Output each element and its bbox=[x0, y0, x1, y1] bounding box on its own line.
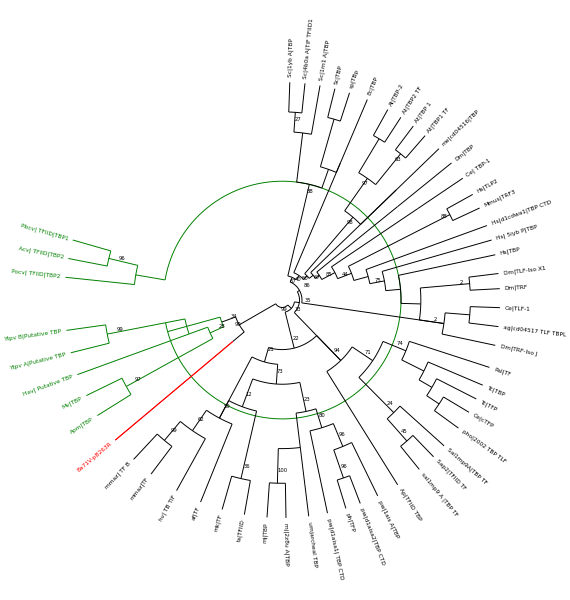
Text: Ce|TLF-1: Ce|TLF-1 bbox=[505, 305, 531, 311]
Text: Pbcv| TFIID|TBP1: Pbcv| TFIID|TBP1 bbox=[19, 223, 69, 241]
Text: 99: 99 bbox=[171, 428, 177, 433]
Text: ta|TFIID: ta|TFIID bbox=[237, 519, 246, 542]
Text: 62: 62 bbox=[198, 418, 205, 422]
Text: 2: 2 bbox=[434, 317, 437, 322]
Text: 94: 94 bbox=[334, 349, 341, 353]
Text: Sc|1rn1 A|TBP: Sc|1rn1 A|TBP bbox=[318, 40, 331, 81]
Text: Ba71V-pB263R: Ba71V-pB263R bbox=[76, 442, 113, 473]
Text: 88: 88 bbox=[307, 189, 314, 194]
Text: mmaz|TF: mmaz|TF bbox=[129, 476, 150, 502]
Text: 59: 59 bbox=[224, 404, 231, 409]
Text: 67: 67 bbox=[314, 275, 320, 280]
Text: Mmus|TRF3: Mmus|TRF3 bbox=[483, 189, 516, 208]
Text: me|cd04516|TBP: me|cd04516|TBP bbox=[441, 109, 481, 147]
Text: Tc|TBP: Tc|TBP bbox=[486, 385, 506, 397]
Text: Hs|TBP: Hs|TBP bbox=[499, 247, 521, 256]
Text: 85: 85 bbox=[326, 272, 333, 277]
Text: 88: 88 bbox=[441, 214, 448, 219]
Text: Ce|cTFP: Ce|cTFP bbox=[472, 412, 495, 430]
Text: 74: 74 bbox=[397, 341, 404, 346]
Text: sal1mp9 A |TBP TF: sal1mp9 A |TBP TF bbox=[420, 472, 459, 518]
Text: Ce| TBP-1: Ce| TBP-1 bbox=[465, 157, 492, 178]
Text: sp|TBp: sp|TBp bbox=[348, 68, 360, 89]
Text: Apm|TBP: Apm|TBP bbox=[69, 416, 95, 434]
Text: 98: 98 bbox=[347, 220, 353, 225]
Text: 40: 40 bbox=[295, 277, 302, 281]
Text: At|TBP-2: At|TBP-2 bbox=[388, 82, 405, 107]
Text: Mv|TBP: Mv|TBP bbox=[61, 395, 83, 410]
Text: Sc|4b0a A|TIF TFIID1: Sc|4b0a A|TIF TFIID1 bbox=[303, 18, 315, 79]
Text: mj|2z8u A|TBP: mj|2z8u A|TBP bbox=[283, 523, 290, 566]
Text: Dm|TRF-Iso J: Dm|TRF-Iso J bbox=[499, 344, 538, 357]
Text: 44: 44 bbox=[342, 272, 349, 277]
Text: Ytpv B|Putative TBP: Ytpv B|Putative TBP bbox=[3, 328, 62, 342]
Text: 99: 99 bbox=[281, 307, 288, 313]
Text: Acv| TFIID|TBP2: Acv| TFIID|TBP2 bbox=[18, 246, 64, 260]
Text: Dm|TBP: Dm|TBP bbox=[454, 143, 475, 162]
Text: Dm|TLF-Iso X1: Dm|TLF-Iso X1 bbox=[503, 265, 546, 275]
Text: 12: 12 bbox=[246, 392, 253, 397]
Text: At|TBP2 TF: At|TBP2 TF bbox=[401, 85, 423, 115]
Text: 24: 24 bbox=[387, 401, 393, 406]
Text: mk|TF: mk|TF bbox=[213, 514, 223, 532]
Text: pho|2002 TBP TLF: pho|2002 TBP TLF bbox=[461, 429, 507, 464]
Text: umjarcheal TBP: umjarcheal TBP bbox=[307, 521, 317, 567]
Text: Ytpv A|Putative TBP: Ytpv A|Putative TBP bbox=[9, 351, 67, 371]
Text: Sc|TBP: Sc|TBP bbox=[333, 64, 344, 85]
Text: 35: 35 bbox=[304, 298, 311, 304]
Text: 75: 75 bbox=[374, 278, 381, 283]
Text: 86: 86 bbox=[304, 283, 311, 288]
Text: Hs|TLP2: Hs|TLP2 bbox=[476, 178, 499, 194]
Text: 50: 50 bbox=[302, 276, 308, 281]
Text: Sal1mp9A|TBP TF: Sal1mp9A|TBP TF bbox=[446, 447, 488, 486]
Text: 73: 73 bbox=[277, 369, 284, 374]
Text: 97: 97 bbox=[135, 377, 142, 382]
Text: 100: 100 bbox=[278, 469, 288, 473]
Text: 80: 80 bbox=[319, 413, 325, 418]
Text: Ap|TFIID TBP: Ap|TFIID TBP bbox=[398, 488, 422, 523]
Text: 2: 2 bbox=[460, 280, 463, 284]
Text: Hs| 5iyb P|TBP: Hs| 5iyb P|TBP bbox=[495, 224, 538, 241]
Text: pw|d1aisa1| TBP CTD: pw|d1aisa1| TBP CTD bbox=[326, 517, 344, 580]
Text: Pocv| TFIID|TBP2: Pocv| TFIID|TBP2 bbox=[11, 269, 61, 280]
Text: Tc|TFP: Tc|TFP bbox=[479, 399, 498, 412]
Text: 34: 34 bbox=[231, 314, 238, 319]
Text: ag|cd04517 TLF TBPL: ag|cd04517 TLF TBPL bbox=[503, 325, 567, 338]
Text: Sc|1yb A|TBP: Sc|1yb A|TBP bbox=[287, 38, 294, 77]
Text: 21: 21 bbox=[267, 347, 274, 352]
Text: 99: 99 bbox=[117, 327, 124, 332]
Text: Hs|d1cdwa1|TBP CTD: Hs|d1cdwa1|TBP CTD bbox=[491, 200, 552, 226]
Text: mj|TBP: mj|TBP bbox=[262, 522, 270, 543]
Text: 27: 27 bbox=[295, 117, 302, 122]
Text: Hav| Putative TBP: Hav| Putative TBP bbox=[22, 374, 74, 397]
Text: 67: 67 bbox=[289, 279, 296, 284]
Text: mmaz| TF B: mmaz| TF B bbox=[104, 461, 132, 490]
Text: hv| TB TIF: hv| TB TIF bbox=[158, 494, 177, 521]
Text: 96: 96 bbox=[340, 464, 347, 469]
Text: Ec|TBP: Ec|TBP bbox=[367, 76, 380, 96]
Text: Sap2|TFIID TF: Sap2|TFIID TF bbox=[435, 458, 467, 491]
Text: At|TBP 1: At|TBP 1 bbox=[414, 101, 433, 124]
Text: 33: 33 bbox=[295, 307, 302, 311]
Text: 96: 96 bbox=[119, 256, 125, 261]
Text: Dm|TRF: Dm|TRF bbox=[504, 284, 528, 291]
Text: af|TF: af|TF bbox=[191, 506, 201, 521]
Text: 23: 23 bbox=[304, 397, 311, 402]
Text: 96: 96 bbox=[339, 432, 346, 437]
Text: 36: 36 bbox=[243, 464, 250, 469]
Text: 28: 28 bbox=[219, 324, 226, 329]
Text: ph|TFP: ph|TFP bbox=[345, 512, 356, 533]
Text: Pal|TF: Pal|TF bbox=[493, 366, 512, 377]
Text: At|TBP1 TF: At|TBP1 TF bbox=[426, 106, 451, 134]
Text: 99: 99 bbox=[235, 322, 242, 327]
Text: 71: 71 bbox=[364, 350, 371, 355]
Text: 22: 22 bbox=[292, 336, 299, 341]
Text: 63: 63 bbox=[394, 157, 401, 161]
Text: pw|d1aisa2|TBP CTD: pw|d1aisa2|TBP CTD bbox=[360, 507, 386, 566]
Text: 97: 97 bbox=[362, 181, 368, 187]
Text: pw|1ais A|TBP: pw|1ais A|TBP bbox=[377, 499, 401, 539]
Text: 45: 45 bbox=[400, 428, 407, 434]
